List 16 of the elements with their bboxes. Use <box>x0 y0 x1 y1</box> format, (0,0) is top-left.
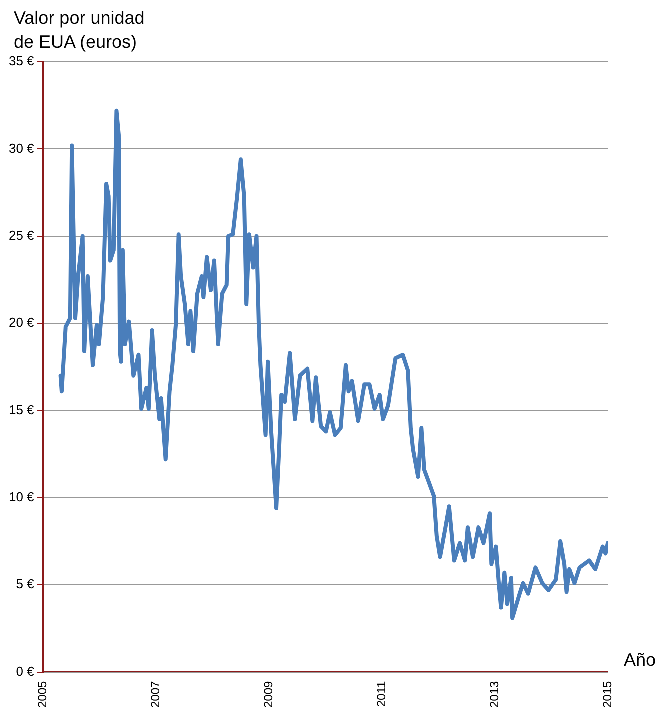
x-tick-label: 2007 <box>148 680 163 708</box>
y-tick-label: 0 € <box>16 664 36 679</box>
y-tick-label: 10 € <box>8 490 36 505</box>
y-tick-label: 5 € <box>16 576 36 592</box>
y-axis-title: Valor por unidad de EUA (euros) <box>14 7 145 54</box>
x-tick-label: 2015 <box>600 680 614 708</box>
x-axis-title: Año <box>624 650 656 672</box>
y-tick-label: 25 € <box>8 228 36 243</box>
x-tick-label: 2005 <box>36 680 50 708</box>
y-tick-label: 15 € <box>8 402 36 418</box>
y-tick-label: 35 € <box>8 54 36 69</box>
y-tick-label: 20 € <box>8 315 36 330</box>
x-tick-label: 2011 <box>374 680 388 708</box>
x-tick-label: 2013 <box>487 680 502 708</box>
x-tick-label: 2009 <box>261 680 276 708</box>
y-tick-label: 30 € <box>8 140 36 156</box>
